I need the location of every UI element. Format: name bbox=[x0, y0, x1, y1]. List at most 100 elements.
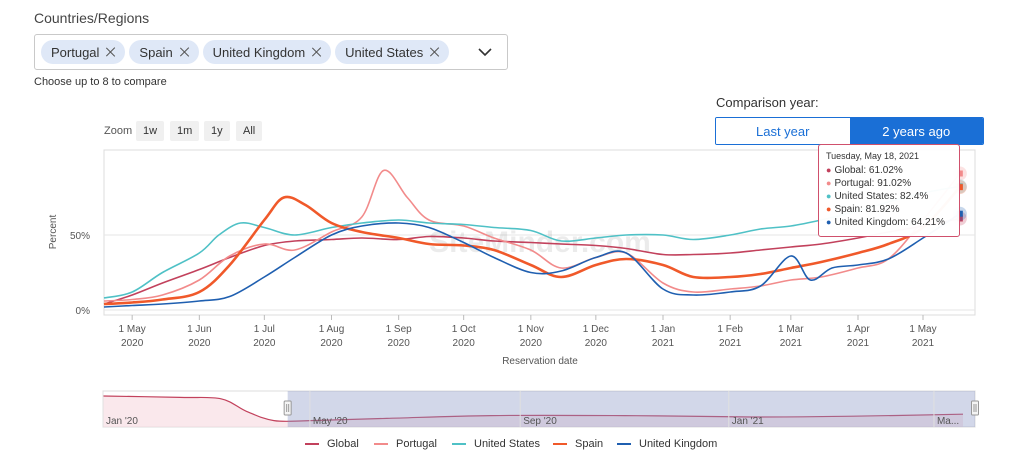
tooltip-date: Tuesday, May 18, 2021 bbox=[826, 151, 920, 161]
series-line-united-states bbox=[103, 185, 960, 299]
x-axis-title: Reservation date bbox=[502, 356, 578, 367]
tooltip-text: Global: 61.02% bbox=[834, 165, 903, 176]
legend-swatch bbox=[452, 443, 466, 445]
x-tick-label: 1 Jan bbox=[651, 324, 675, 335]
chip-label: United Kingdom bbox=[212, 44, 306, 60]
navigator-label: May '20 bbox=[313, 416, 348, 427]
chip-label: United States bbox=[345, 44, 424, 60]
navigator-label: Jan '21 bbox=[732, 416, 764, 427]
y-axis-title: Percent bbox=[48, 215, 59, 250]
zoom-1m-button[interactable]: 1m bbox=[170, 121, 200, 141]
series-line-portugal bbox=[103, 169, 961, 302]
chevron-down-icon[interactable] bbox=[477, 44, 493, 60]
x-tick-label: 1 Mar bbox=[778, 324, 804, 335]
navigator-label: Sep '20 bbox=[523, 416, 557, 427]
chip-portugal[interactable]: Portugal bbox=[41, 40, 126, 64]
tooltip-row: ● Global: 61.02% bbox=[826, 164, 952, 177]
y-tick-label: 0% bbox=[76, 306, 91, 317]
series-line-united-kingdom bbox=[103, 213, 961, 308]
x-tick-label: 1 Dec bbox=[583, 324, 609, 335]
legend-item-global[interactable]: Global bbox=[305, 438, 359, 450]
legend-label: United Kingdom bbox=[639, 438, 718, 450]
tooltip-text: Portugal: 91.02% bbox=[834, 178, 912, 189]
tooltip-text: United Kingdom: 64.21% bbox=[834, 217, 946, 228]
tooltip-row: ● Spain: 81.92% bbox=[826, 203, 952, 216]
x-tick-year: 2020 bbox=[388, 338, 411, 349]
x-tick-label: 1 Apr bbox=[846, 324, 870, 335]
chip-label: Portugal bbox=[51, 44, 100, 60]
navigator-label: Ma... bbox=[937, 416, 959, 427]
zoom-all-button[interactable]: All bbox=[236, 121, 263, 141]
tooltip-dot: ● bbox=[826, 191, 832, 201]
tooltip-text: United States: 82.4% bbox=[834, 191, 929, 202]
navigator-area bbox=[103, 396, 963, 427]
country-selector[interactable]: Portugal Spain United Kingdom United Sta… bbox=[34, 34, 508, 70]
x-tick-label: 1 May bbox=[119, 324, 146, 335]
legend-item-spain[interactable]: Spain bbox=[553, 438, 603, 450]
tooltip-row: ● United Kingdom: 64.21% bbox=[826, 216, 952, 229]
series-line-spain bbox=[103, 186, 961, 306]
legend-swatch bbox=[374, 443, 388, 445]
x-tick-label: 1 May bbox=[909, 324, 936, 335]
legend-item-united-states[interactable]: United States bbox=[452, 438, 540, 450]
x-tick-year: 2020 bbox=[188, 338, 211, 349]
tooltip-dot: ● bbox=[826, 204, 832, 214]
navigator-label: Jan '20 bbox=[106, 416, 138, 427]
last-year-button[interactable]: Last year bbox=[716, 118, 850, 144]
tooltip-row: ● Portugal: 91.02% bbox=[826, 177, 952, 190]
navigator-handle bbox=[971, 400, 979, 416]
x-tick-year: 2021 bbox=[780, 338, 803, 349]
x-tick-label: 1 Aug bbox=[319, 324, 345, 335]
filter-label: Countries/Regions bbox=[34, 10, 150, 26]
legend-label: Global bbox=[327, 438, 359, 450]
x-tick-label: 1 Feb bbox=[717, 324, 743, 335]
legend-swatch bbox=[305, 443, 319, 445]
chip-label: Spain bbox=[139, 44, 173, 60]
legend-label: United States bbox=[474, 438, 541, 450]
x-tick-year: 2021 bbox=[719, 338, 742, 349]
chip-list: Portugal Spain United Kingdom United Sta… bbox=[41, 40, 450, 64]
tooltip-text: Spain: 81.92% bbox=[834, 204, 900, 215]
legend-item-united-kingdom[interactable]: United Kingdom bbox=[617, 438, 717, 450]
x-tick-label: 1 Sep bbox=[386, 324, 413, 335]
comparison-year-toggle: Last year 2 years ago bbox=[715, 117, 984, 145]
tooltip-dot: ● bbox=[826, 217, 832, 227]
x-tick-year: 2020 bbox=[585, 338, 608, 349]
legend-label: Portugal bbox=[396, 438, 437, 450]
x-tick-label: 1 Jul bbox=[254, 324, 275, 335]
chip-spain[interactable]: Spain bbox=[129, 40, 199, 64]
chip-united-kingdom[interactable]: United Kingdom bbox=[202, 40, 332, 64]
zoom-label: Zoom bbox=[104, 125, 133, 137]
x-tick-label: 1 Jun bbox=[187, 324, 211, 335]
x-tick-year: 2020 bbox=[320, 338, 343, 349]
tooltip-dot: ● bbox=[826, 165, 832, 175]
navigator-selection bbox=[287, 391, 975, 427]
selection-hint: Choose up to 8 to compare bbox=[34, 76, 167, 88]
two-years-ago-button[interactable]: 2 years ago bbox=[849, 118, 983, 144]
x-tick-year: 2021 bbox=[847, 338, 870, 349]
legend-label: Spain bbox=[575, 438, 604, 450]
x-tick-year: 2021 bbox=[652, 338, 675, 349]
legend-swatch bbox=[553, 443, 567, 445]
y-tick-label: 50% bbox=[70, 231, 90, 242]
zoom-1w-button[interactable]: 1w bbox=[136, 121, 165, 141]
navigator-handle bbox=[283, 400, 292, 416]
x-tick-label: 1 Oct bbox=[452, 324, 476, 335]
navigator-line bbox=[102, 395, 964, 423]
x-tick-year: 2021 bbox=[912, 338, 935, 349]
chart-tooltip: Tuesday, May 18, 2021 ● Global: 61.02% ● Po… bbox=[818, 144, 960, 237]
tooltip-dot: ● bbox=[826, 178, 832, 188]
chart-legend: Global Portugal United States Spain Unit… bbox=[0, 438, 1024, 458]
x-tick-year: 2020 bbox=[253, 338, 276, 349]
chip-united-states[interactable]: United States bbox=[335, 40, 450, 64]
zoom-1y-button[interactable]: 1y bbox=[204, 121, 230, 141]
x-tick-label: 1 Nov bbox=[518, 324, 544, 335]
tooltip-row: ● United States: 82.4% bbox=[826, 190, 952, 203]
legend-swatch bbox=[617, 443, 631, 445]
plot-area bbox=[103, 149, 976, 316]
comparison-year-label: Comparison year: bbox=[716, 95, 819, 110]
tooltip-rows: ● Global: 61.02% ● Portugal: 91.02% ● United … bbox=[826, 164, 952, 229]
x-tick-year: 2020 bbox=[453, 338, 476, 349]
legend-item-portugal[interactable]: Portugal bbox=[374, 438, 437, 450]
